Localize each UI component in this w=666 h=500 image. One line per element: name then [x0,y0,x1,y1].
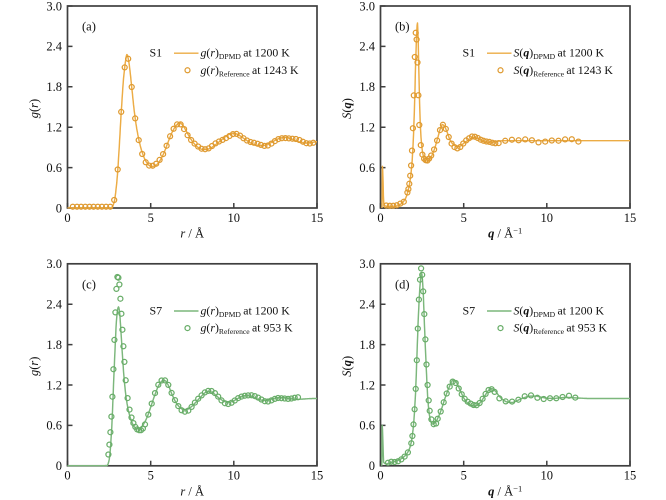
svg-text:0: 0 [56,459,62,473]
svg-text:3.0: 3.0 [359,0,375,13]
svg-text:1.8: 1.8 [359,338,375,352]
svg-text:0: 0 [369,201,375,215]
svg-text:5: 5 [461,469,467,483]
svg-text:0.6: 0.6 [46,419,62,433]
svg-text:0: 0 [56,201,62,215]
svg-text:(b): (b) [395,20,410,34]
svg-text:10: 10 [541,469,554,483]
svg-text:S1: S1 [150,46,163,60]
svg-text:2.4: 2.4 [359,298,375,312]
svg-text:S(q): S(q) [340,98,354,119]
svg-text:0: 0 [377,469,383,483]
svg-text:(d): (d) [395,277,410,291]
svg-text:3.0: 3.0 [359,257,375,271]
svg-text:r / Å: r / Å [180,484,204,498]
svg-text:15: 15 [311,211,324,225]
svg-text:S7: S7 [150,303,163,317]
svg-text:S7: S7 [463,303,476,317]
svg-text:5: 5 [461,211,467,225]
svg-text:3.0: 3.0 [46,257,62,271]
svg-text:10: 10 [541,211,554,225]
svg-text:3.0: 3.0 [46,0,62,13]
svg-text:15: 15 [311,469,324,483]
svg-text:1.8: 1.8 [46,80,62,94]
svg-text:15: 15 [624,469,637,483]
svg-text:g(r): g(r) [27,357,41,376]
svg-text:1.2: 1.2 [46,378,62,392]
svg-text:0: 0 [64,211,70,225]
svg-text:1.2: 1.2 [359,121,375,135]
svg-text:0.6: 0.6 [46,161,62,175]
svg-text:g(r): g(r) [27,99,41,118]
svg-text:S(q)DPMD at 1200 K: S(q)DPMD at 1200 K [514,46,605,62]
svg-text:S1: S1 [463,46,476,60]
svg-text:1.2: 1.2 [46,121,62,135]
svg-text:2.4: 2.4 [46,298,62,312]
svg-text:r / Å: r / Å [180,227,204,241]
svg-text:15: 15 [624,211,637,225]
svg-text:0: 0 [64,469,70,483]
svg-text:1.8: 1.8 [359,80,375,94]
svg-text:g(r)DPMD at 1200 K: g(r)DPMD at 1200 K [201,46,291,62]
svg-text:0.6: 0.6 [359,161,375,175]
svg-text:S(q): S(q) [340,356,354,377]
svg-text:1.8: 1.8 [46,338,62,352]
svg-text:(a): (a) [82,20,96,34]
svg-text:2.4: 2.4 [46,40,62,54]
svg-text:S(q)DPMD at 1200 K: S(q)DPMD at 1200 K [514,303,605,319]
svg-text:1.2: 1.2 [359,378,375,392]
svg-text:5: 5 [148,211,154,225]
svg-text:S(q)Reference at 1243 K: S(q)Reference at 1243 K [514,63,614,79]
svg-text:(c): (c) [82,277,96,291]
svg-text:g(r)DPMD at 1200 K: g(r)DPMD at 1200 K [201,303,291,319]
svg-text:5: 5 [148,469,154,483]
svg-text:10: 10 [228,469,241,483]
svg-text:10: 10 [228,211,241,225]
svg-text:0.6: 0.6 [359,419,375,433]
svg-text:0: 0 [369,459,375,473]
svg-text:g(r)Reference at 1243 K: g(r)Reference at 1243 K [201,63,300,79]
svg-text:2.4: 2.4 [359,40,375,54]
svg-text:0: 0 [377,211,383,225]
